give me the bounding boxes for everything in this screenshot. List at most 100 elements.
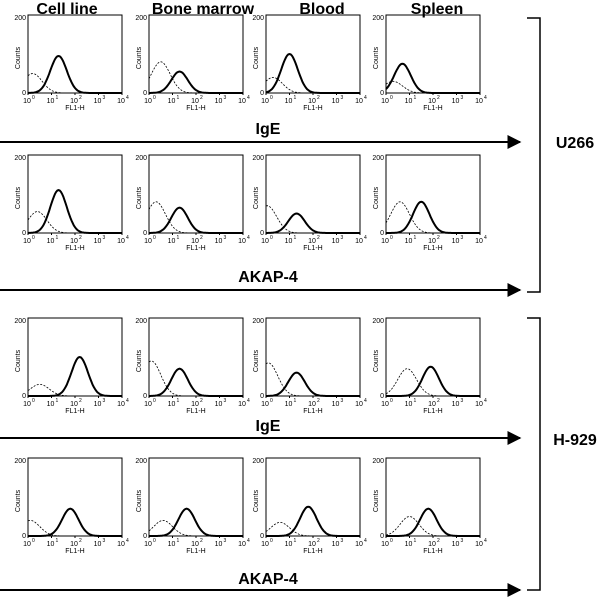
x-tick-base: 10: [261, 401, 269, 408]
x-tick-base: 10: [405, 401, 413, 408]
x-axis-label: FL1-H: [65, 548, 84, 555]
x-tick-base: 10: [117, 238, 125, 245]
x-tick-exp: 4: [247, 398, 250, 404]
x-tick-base: 10: [47, 238, 55, 245]
y-tick-label: 0: [22, 90, 26, 97]
x-tick-exp: 2: [437, 538, 440, 544]
x-tick-exp: 3: [103, 235, 106, 241]
x-tick-base: 10: [117, 98, 125, 105]
dashed-histogram: [265, 76, 360, 94]
x-tick-exp: 3: [341, 538, 344, 544]
x-tick-base: 10: [428, 238, 436, 245]
panel-frame: [148, 154, 244, 234]
x-tick-base: 10: [47, 98, 55, 105]
x-tick-exp: 2: [317, 235, 320, 241]
x-tick-exp: 4: [364, 398, 367, 404]
y-axis-label: Counts: [253, 186, 260, 209]
y-tick-label: 0: [260, 230, 264, 237]
x-tick-base: 10: [452, 541, 460, 548]
dashed-histogram: [385, 516, 480, 537]
y-tick-label: 0: [143, 90, 147, 97]
solid-histogram: [266, 212, 360, 234]
dashed-histogram: [148, 201, 243, 234]
x-tick-exp: 3: [224, 235, 227, 241]
y-axis-label: Counts: [136, 349, 143, 372]
x-tick-exp: 4: [126, 95, 129, 101]
y-tick-label: 0: [380, 533, 384, 540]
x-tick-exp: 0: [270, 398, 273, 404]
x-tick-base: 10: [117, 401, 125, 408]
panel-frame: [148, 317, 244, 397]
x-tick-base: 10: [332, 401, 340, 408]
x-tick-base: 10: [308, 238, 316, 245]
x-tick-exp: 2: [437, 235, 440, 241]
y-tick-label: 200: [135, 155, 147, 162]
y-tick-label: 200: [372, 155, 384, 162]
column-header: Bone marrow: [152, 1, 255, 18]
x-tick-base: 10: [70, 98, 78, 105]
x-tick-base: 10: [355, 401, 363, 408]
x-tick-exp: 1: [177, 538, 180, 544]
x-tick-base: 10: [261, 541, 269, 548]
y-axis-label: Counts: [136, 489, 143, 512]
panel-frame: [265, 457, 361, 537]
x-tick-exp: 2: [317, 95, 320, 101]
x-tick-base: 10: [191, 401, 199, 408]
x-tick-base: 10: [168, 98, 176, 105]
x-tick-base: 10: [47, 401, 55, 408]
x-tick-base: 10: [238, 98, 246, 105]
y-tick-label: 200: [252, 318, 264, 325]
x-tick-exp: 2: [437, 95, 440, 101]
x-tick-base: 10: [23, 541, 31, 548]
marker-label: AKAP-4: [238, 571, 298, 588]
dashed-histogram: [265, 362, 360, 397]
x-tick-exp: 0: [390, 398, 393, 404]
x-tick-exp: 4: [364, 235, 367, 241]
solid-histogram: [266, 371, 360, 397]
y-tick-label: 200: [372, 458, 384, 465]
y-tick-label: 200: [252, 15, 264, 22]
marker-label: IgE: [256, 418, 281, 435]
x-tick-exp: 3: [224, 398, 227, 404]
x-tick-base: 10: [452, 238, 460, 245]
y-axis-label: Counts: [373, 349, 380, 372]
x-tick-base: 10: [144, 98, 152, 105]
y-axis-label: Counts: [253, 489, 260, 512]
x-tick-base: 10: [191, 98, 199, 105]
column-header: Cell line: [36, 1, 97, 18]
y-tick-label: 200: [14, 155, 26, 162]
x-tick-exp: 1: [414, 95, 417, 101]
x-tick-base: 10: [261, 98, 269, 105]
x-tick-exp: 4: [364, 95, 367, 101]
dashed-histogram: [27, 383, 122, 397]
x-tick-base: 10: [144, 238, 152, 245]
x-tick-exp: 3: [341, 95, 344, 101]
x-tick-base: 10: [452, 401, 460, 408]
x-tick-base: 10: [191, 541, 199, 548]
x-tick-exp: 4: [484, 95, 487, 101]
panel-frame: [27, 457, 123, 537]
x-tick-base: 10: [308, 98, 316, 105]
column-header: Blood: [299, 1, 344, 18]
y-tick-label: 0: [22, 230, 26, 237]
x-tick-exp: 4: [126, 538, 129, 544]
y-tick-label: 0: [143, 533, 147, 540]
x-tick-exp: 4: [484, 235, 487, 241]
x-tick-base: 10: [428, 541, 436, 548]
x-tick-base: 10: [47, 541, 55, 548]
y-tick-label: 200: [14, 318, 26, 325]
panel-frame: [148, 14, 244, 94]
x-tick-exp: 4: [247, 95, 250, 101]
y-tick-label: 200: [252, 155, 264, 162]
y-axis-label: Counts: [253, 349, 260, 372]
x-tick-exp: 3: [103, 538, 106, 544]
y-tick-label: 200: [135, 318, 147, 325]
x-axis-label: FL1-H: [423, 548, 442, 555]
x-tick-base: 10: [308, 541, 316, 548]
y-tick-label: 200: [135, 458, 147, 465]
y-axis-label: Counts: [15, 489, 22, 512]
x-tick-base: 10: [168, 401, 176, 408]
x-tick-exp: 3: [103, 398, 106, 404]
x-tick-base: 10: [428, 98, 436, 105]
x-axis-label: FL1-H: [186, 408, 205, 415]
